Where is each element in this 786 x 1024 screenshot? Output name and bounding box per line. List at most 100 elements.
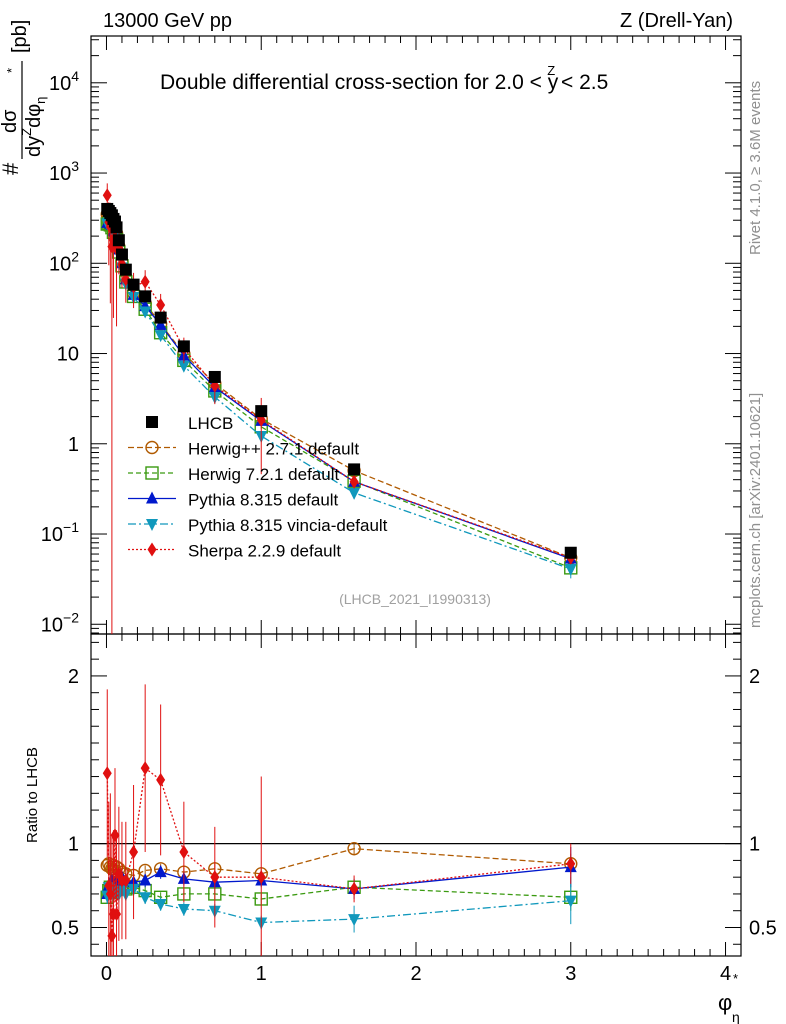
ratio-point [256,870,266,885]
ratio-y-tick-label: 2 [68,666,79,688]
x-tick-label: 2 [410,963,421,985]
legend-marker [146,519,158,531]
mcplots-label: mcplots.cern.ch [arXiv:2401.10621] [747,393,764,628]
ratio-point [347,841,361,856]
x-tick-label: 3 [565,963,576,985]
ratio-y-tick-label: 0.5 [51,917,79,939]
legend-label: Herwig 7.2.1 default [188,465,339,484]
ratio-point [156,772,166,787]
svg-text:dyZdφη: dyZdφη [19,97,48,157]
data-point [115,248,128,261]
data-point [255,405,268,418]
ratio-point [348,914,361,927]
main-point [139,306,152,319]
legend-marker [145,466,159,480]
data-point [139,290,152,303]
x-tick-label: 0 [101,963,112,985]
ratio-series-line [106,885,571,924]
data-point [119,263,132,276]
svg-text:η: η [732,1009,740,1024]
ratio-point [177,904,190,917]
data-point [348,463,361,476]
y-tick-label: 10−2 [41,609,79,636]
chart-title: Double differential cross-section for 2.… [160,63,608,94]
legend-label: Pythia 8.315 vincia-default [188,516,388,535]
main-point [177,360,190,373]
main-point [140,274,150,289]
legend-label: LHCB [188,414,233,433]
ratio-point [140,761,150,776]
legend-marker [146,416,158,428]
x-tick-label: 1 [256,963,267,985]
legend-marker [146,491,158,504]
main-point [156,297,166,312]
legend-label: Sherpa 2.2.9 default [188,542,341,561]
y-tick-label: 10 [57,344,79,366]
ratio-point [154,899,167,912]
ratio-point [107,928,117,943]
header-left: 13000 GeV pp [103,10,232,32]
main-point [348,487,361,500]
main-y-label: # dσ dyZdφη * [pb] [0,20,48,175]
ratio-point [121,873,131,888]
ratio-y-label: Ratio to LHCB [24,747,41,843]
main-series-line [106,213,572,559]
svg-text:*: * [733,971,738,986]
data-point [154,311,167,324]
ratio-point [349,881,359,896]
ratio-y-tick-label-right: 1 [749,834,760,856]
x-tick-label: 4 [720,963,731,985]
y-tick-label: 103 [49,158,79,185]
ratio-point [129,845,139,860]
legend-label: Pythia 8.315 default [188,491,339,510]
main-series-line [106,195,572,559]
main-point [154,317,167,330]
ratio-point [110,828,120,843]
svg-text:*: * [4,68,19,73]
y-tick-label: 1 [68,434,79,456]
ratio-point [139,892,152,905]
svg-text:φ: φ [718,990,732,1015]
ratio-y-tick-label: 1 [68,834,79,856]
legend-marker [147,542,157,557]
ratio-series-line [106,848,571,877]
main-point [154,330,167,343]
data-point [208,370,221,383]
svg-text:[pb]: [pb] [9,20,31,53]
svg-text:dσ: dσ [0,109,21,133]
y-tick-label: 104 [49,68,79,95]
y-tick-label: 10−1 [41,519,79,546]
data-point [127,278,140,291]
ratio-plot-frame [90,633,742,957]
ratio-point [154,865,167,878]
y-tick-label: 102 [49,248,79,275]
ratio-point [210,870,220,885]
data-point [177,340,190,353]
svg-text:#: # [0,162,23,175]
title-var: y [548,71,559,94]
ratio-point [179,845,189,860]
ratio-point [566,856,576,871]
main-point [564,564,577,577]
ratio-point [139,873,152,886]
x-axis-label: φ * η [718,971,740,1024]
main-point [349,474,359,489]
analysis-id: (LHCB_2021_I1990313) [339,591,491,607]
ratio-y-tick-label-right: 2 [749,666,760,688]
ratio-point [102,766,112,781]
main-point [102,188,112,203]
title-sup: Z [547,63,555,78]
data-point [112,234,125,247]
ratio-point [105,886,115,901]
legend-marker [145,440,159,455]
rivet-label: Rivet 4.1.0, ≥ 3.6M events [747,81,764,255]
legend-label: Herwig++ 2.7.1 default [188,440,359,459]
main-series-line [107,221,572,560]
ratio-y-tick-label-right: 0.5 [749,917,777,939]
ratio-series-line [106,767,571,936]
ratio-point [564,895,577,908]
data-point [564,546,577,559]
header-right: Z (Drell-Yan) [620,10,733,32]
data-point [110,221,123,234]
